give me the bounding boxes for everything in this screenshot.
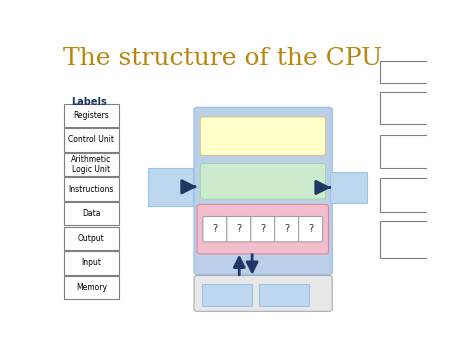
Text: Output: Output <box>78 234 105 243</box>
FancyBboxPatch shape <box>380 135 437 168</box>
Text: ?: ? <box>284 224 289 234</box>
FancyBboxPatch shape <box>380 92 437 124</box>
FancyBboxPatch shape <box>202 284 252 306</box>
FancyBboxPatch shape <box>194 107 332 274</box>
FancyBboxPatch shape <box>197 204 328 254</box>
Text: Arithmetic
Logic Unit: Arithmetic Logic Unit <box>71 155 111 174</box>
FancyBboxPatch shape <box>380 221 437 258</box>
Text: Labels: Labels <box>71 97 107 107</box>
FancyBboxPatch shape <box>203 217 227 242</box>
Text: Input: Input <box>82 258 101 267</box>
FancyBboxPatch shape <box>259 284 310 306</box>
FancyBboxPatch shape <box>330 171 367 203</box>
Text: ?: ? <box>260 224 265 234</box>
FancyBboxPatch shape <box>201 163 326 199</box>
FancyBboxPatch shape <box>251 217 275 242</box>
Text: ?: ? <box>236 224 241 234</box>
FancyBboxPatch shape <box>64 104 119 127</box>
FancyBboxPatch shape <box>64 178 119 201</box>
FancyBboxPatch shape <box>380 179 437 212</box>
FancyBboxPatch shape <box>380 61 437 83</box>
FancyBboxPatch shape <box>148 168 192 206</box>
FancyBboxPatch shape <box>64 251 119 275</box>
FancyBboxPatch shape <box>64 128 119 152</box>
FancyBboxPatch shape <box>64 202 119 225</box>
Text: Memory: Memory <box>76 283 107 292</box>
FancyBboxPatch shape <box>201 117 326 155</box>
FancyBboxPatch shape <box>275 217 299 242</box>
FancyBboxPatch shape <box>299 217 323 242</box>
FancyBboxPatch shape <box>64 153 119 176</box>
Text: Registers: Registers <box>73 111 109 120</box>
Text: ?: ? <box>308 224 313 234</box>
Text: Instructions: Instructions <box>69 185 114 193</box>
Text: Control Unit: Control Unit <box>68 135 114 144</box>
Text: Data: Data <box>82 209 100 218</box>
FancyBboxPatch shape <box>194 275 332 311</box>
FancyBboxPatch shape <box>227 217 251 242</box>
Text: ?: ? <box>212 224 218 234</box>
FancyBboxPatch shape <box>64 276 119 299</box>
FancyBboxPatch shape <box>64 226 119 250</box>
Text: The structure of the CPU: The structure of the CPU <box>63 47 382 70</box>
